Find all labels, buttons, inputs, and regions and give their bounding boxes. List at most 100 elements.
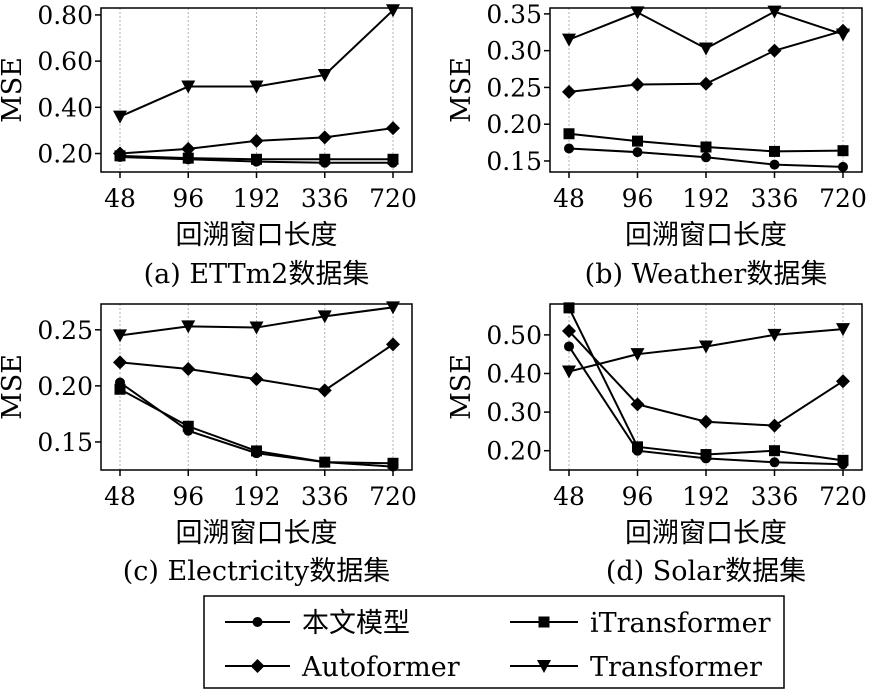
y-tick-label: 0.25 (37, 316, 93, 345)
data-point (386, 301, 400, 315)
y-tick-label: 0.40 (486, 359, 542, 388)
data-point (562, 33, 576, 47)
data-point (113, 146, 127, 161)
x-tick-label: 48 (553, 482, 585, 511)
data-point (769, 457, 780, 468)
legend-label: 本文模型 (302, 608, 410, 639)
y-tick-label: 0.20 (486, 437, 542, 466)
data-point (630, 6, 645, 20)
legend-item: 本文模型 (225, 608, 410, 639)
data-point (836, 374, 850, 389)
data-point (767, 5, 782, 19)
x-axis-label: 回溯窗口长度 (625, 220, 787, 251)
data-point (249, 133, 264, 148)
data-point (700, 449, 712, 461)
data-point (182, 420, 194, 432)
data-point (564, 143, 574, 154)
legend: 本文模型 iTransformer Autoformer Transformer (203, 595, 785, 689)
y-tick-label: 0.35 (486, 0, 542, 29)
x-tick-label: 192 (682, 184, 730, 213)
data-point (319, 456, 331, 468)
y-axis-label: MSE (0, 354, 28, 420)
panel-caption: (b) Weather数据集 (585, 259, 828, 290)
series-diamond (562, 324, 850, 433)
data-point (630, 348, 645, 362)
y-tick-label: 0.20 (486, 110, 542, 139)
legend-item: Autoformer (225, 652, 460, 683)
x-tick-label: 96 (172, 184, 204, 213)
data-point (630, 397, 645, 412)
data-point (837, 454, 849, 466)
data-point (249, 321, 264, 335)
data-point (699, 414, 713, 429)
data-point (251, 153, 262, 165)
series-diamond (113, 337, 400, 398)
data-point (699, 76, 713, 91)
data-point (113, 110, 127, 124)
y-tick-label: 0.40 (37, 93, 93, 122)
y-tick-label: 0.50 (486, 321, 542, 350)
y-axis-label: MSE (0, 57, 28, 123)
x-tick-label: 720 (369, 184, 417, 213)
y-tick-label: 0.15 (486, 147, 542, 176)
x-tick-label: 192 (233, 184, 281, 213)
data-point (838, 161, 848, 172)
data-point (564, 341, 574, 352)
series-triangle-down (562, 5, 850, 56)
legend-marker (252, 617, 263, 627)
data-point (562, 324, 576, 339)
data-point (769, 159, 780, 170)
data-point (317, 130, 332, 145)
legend-marker (537, 660, 551, 673)
x-tick-label: 48 (553, 184, 585, 213)
y-tick-label: 0.30 (486, 398, 542, 427)
data-point (836, 28, 850, 42)
x-tick-label: 96 (622, 482, 654, 511)
series-square (114, 383, 399, 469)
legend-label: Transformer (590, 652, 762, 683)
x-tick-label: 48 (104, 482, 136, 511)
data-point (562, 365, 576, 379)
chart-panel-weather: 48 96 192 336 720 0.15 0.20 0.25 0.30 0.35 回溯窗口长度 M… (446, 0, 867, 290)
data-point (249, 372, 264, 387)
series-diamond (113, 121, 400, 161)
x-axis-label: 回溯窗口长度 (176, 220, 338, 251)
data-point (317, 383, 332, 398)
data-point (563, 302, 575, 314)
x-tick-label: 96 (622, 184, 654, 213)
data-point (769, 445, 780, 457)
panel-caption: (a) ETTm2数据集 (144, 259, 370, 290)
x-axis-label: 回溯窗口长度 (625, 518, 787, 549)
x-tick-label: 720 (819, 184, 867, 213)
x-tick-label: 720 (369, 482, 417, 511)
data-point (387, 457, 399, 469)
data-point (699, 42, 713, 56)
data-point (386, 121, 400, 136)
y-tick-label: 0.60 (37, 47, 93, 76)
data-point (563, 128, 575, 140)
data-point (837, 145, 849, 157)
data-point (632, 135, 643, 147)
chart-panel-electricity: 48 96 192 336 720 0.15 0.20 0.25 回溯窗口长度 MSE (c) El… (0, 301, 417, 587)
series-square (563, 128, 849, 157)
data-point (769, 145, 780, 157)
data-point (114, 383, 126, 395)
legend-item: Transformer (510, 652, 762, 683)
y-tick-label: 0.20 (37, 372, 93, 401)
x-tick-label: 336 (751, 482, 799, 511)
data-point (181, 141, 196, 156)
y-tick-label: 0.25 (486, 73, 542, 102)
x-tick-label: 720 (819, 482, 867, 511)
x-axis-label: 回溯窗口长度 (176, 518, 338, 549)
data-point (182, 152, 194, 164)
x-tick-label: 336 (301, 482, 349, 511)
data-point (113, 329, 127, 343)
series-square (563, 302, 849, 466)
data-point (181, 320, 196, 334)
x-tick-label: 336 (301, 184, 349, 213)
data-point (249, 80, 264, 94)
y-tick-label: 0.80 (37, 1, 93, 30)
legend-label: iTransformer (590, 608, 771, 639)
legend-marker (250, 659, 265, 673)
